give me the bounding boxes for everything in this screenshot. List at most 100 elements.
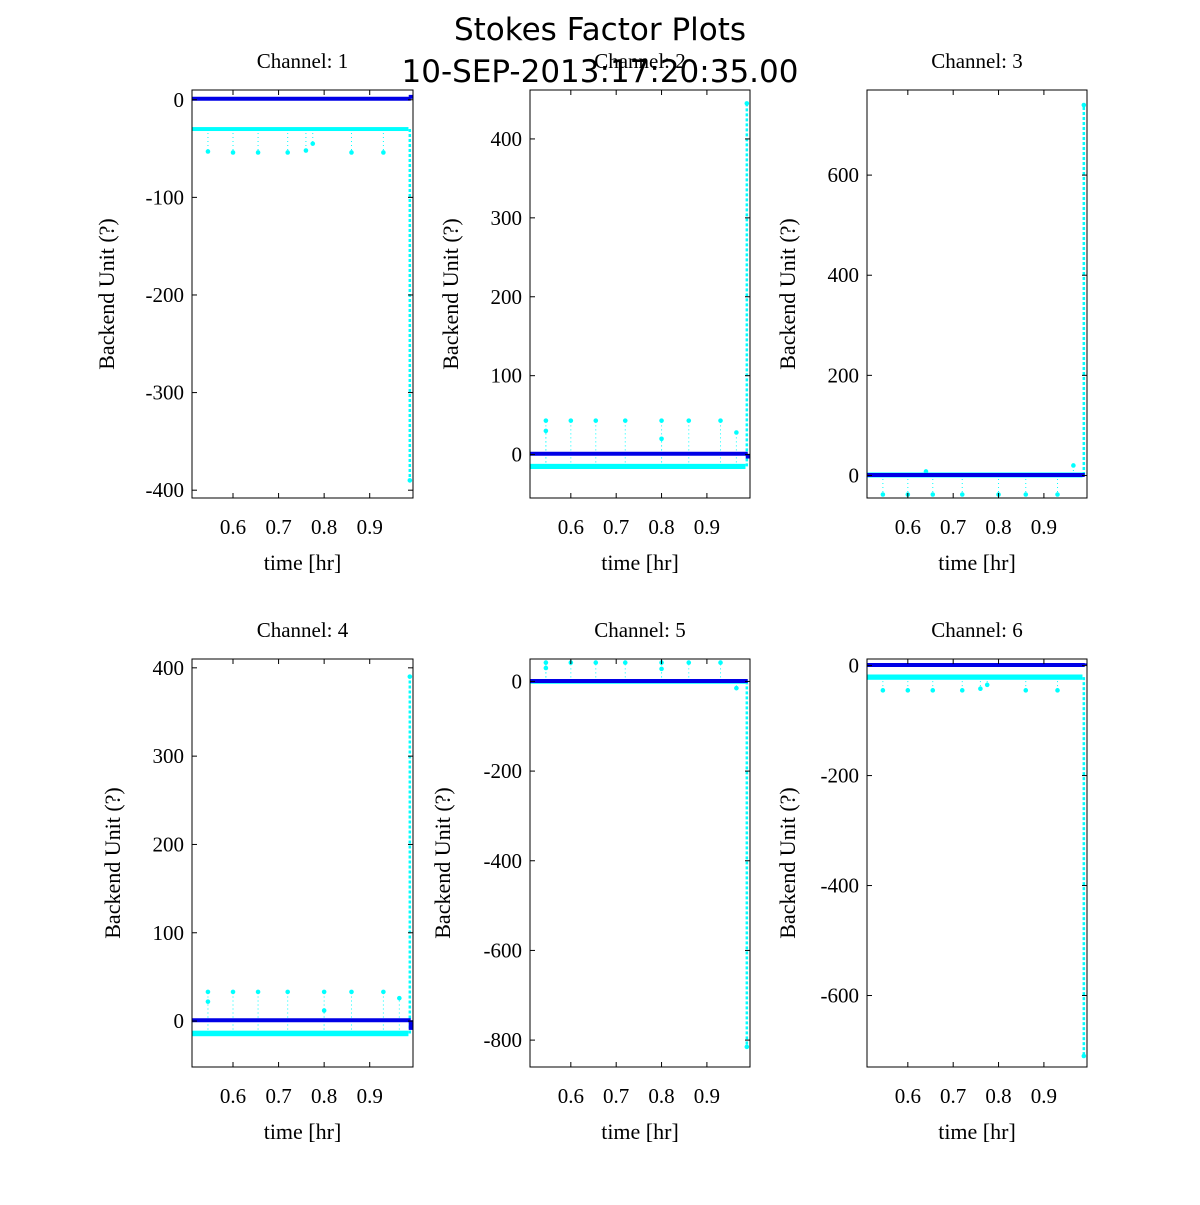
cyan-point <box>718 660 723 665</box>
cyan-point <box>880 688 886 693</box>
cyan-point <box>321 989 327 995</box>
cyan-point <box>744 1044 750 1050</box>
y-tick-label: 100 <box>153 921 185 945</box>
cyan-point <box>303 148 309 153</box>
cyan-point <box>568 418 574 423</box>
cyan-point <box>593 660 599 665</box>
plot-area <box>530 660 750 1050</box>
y-axis-label: Backend Unit (?) <box>775 787 800 939</box>
x-tick-label: 0.7 <box>940 515 966 539</box>
y-tick-label: -200 <box>821 764 860 788</box>
cyan-point <box>349 150 354 155</box>
cyan-point <box>543 665 549 671</box>
plot-area <box>530 101 750 470</box>
plot-area <box>867 663 1087 1059</box>
cyan-point <box>407 478 413 483</box>
x-tick-label: 0.7 <box>940 1084 966 1108</box>
cyan-point <box>285 150 290 155</box>
subplot-channel-2: 0.6 0.7 0.8 0.9 0 100 200 300 400 Channel: 2 time … <box>438 49 751 575</box>
y-tick-label: -200 <box>146 283 185 307</box>
cyan-point <box>230 150 236 155</box>
y-tick-label: 400 <box>491 127 523 151</box>
cyan-point <box>686 660 692 665</box>
x-tick-label: 0.7 <box>265 515 291 539</box>
plot-area <box>192 94 413 483</box>
x-tick-label: 0.7 <box>603 1084 629 1108</box>
plot-area <box>867 102 1087 497</box>
cyan-point <box>959 688 965 693</box>
y-tick-label: 100 <box>491 364 523 388</box>
cyan-point <box>321 1008 327 1013</box>
x-tick-label: 0.8 <box>648 515 674 539</box>
cyan-point <box>1055 688 1060 693</box>
x-tick-label: 0.9 <box>357 1084 383 1108</box>
x-axis-label: time [hr] <box>601 550 679 575</box>
cyan-point <box>381 150 386 155</box>
subplot-channel-1: 0.6 0.7 0.8 0.9 -400 -300 -200 -100 0 Channel: 1 t… <box>94 49 414 575</box>
x-tick-label: 0.9 <box>694 1084 720 1108</box>
cyan-point <box>905 688 911 693</box>
cyan-band <box>192 1030 409 1037</box>
y-tick-label: 0 <box>512 669 523 693</box>
cyan-point <box>718 418 723 423</box>
cyan-point <box>543 428 549 434</box>
cyan-point <box>230 989 236 995</box>
y-tick-label: 200 <box>153 832 185 856</box>
figure-title: Stokes Factor Plots <box>453 12 747 48</box>
x-tick-label: 0.6 <box>558 1084 584 1108</box>
cyan-point <box>1023 492 1029 497</box>
x-tick-label: 0.6 <box>895 515 921 539</box>
y-tick-label: 600 <box>828 163 860 187</box>
cyan-band <box>192 127 409 132</box>
y-tick-label: -100 <box>146 185 185 209</box>
x-tick-label: 0.6 <box>558 515 584 539</box>
y-tick-label: 300 <box>153 744 185 768</box>
y-axis-label: Backend Unit (?) <box>438 218 463 370</box>
cyan-point <box>622 660 628 665</box>
cyan-point <box>923 469 929 474</box>
cyan-point <box>959 492 965 497</box>
cyan-point <box>349 989 354 995</box>
plot-area <box>192 674 413 1037</box>
x-tick-label: 0.6 <box>220 515 246 539</box>
cyan-point <box>734 430 739 435</box>
cyan-point <box>1081 102 1087 108</box>
cyan-point <box>930 492 936 497</box>
y-tick-label: -300 <box>146 381 185 405</box>
x-tick-label: 0.8 <box>985 515 1011 539</box>
y-tick-label: 200 <box>491 285 523 309</box>
y-tick-label: 300 <box>491 206 523 230</box>
y-axis-label: Backend Unit (?) <box>430 787 455 939</box>
y-axis-label: Backend Unit (?) <box>100 787 125 939</box>
x-tick-label: 0.6 <box>895 1084 921 1108</box>
cyan-point <box>381 989 386 995</box>
x-tick-label: 0.8 <box>648 1084 674 1108</box>
x-tick-label: 0.7 <box>265 1084 291 1108</box>
cyan-point <box>255 150 261 155</box>
x-tick-label: 0.7 <box>603 515 629 539</box>
subplot-channel-4: 0.6 0.7 0.8 0.9 0 100 200 300 400 Channel: 4 time … <box>100 618 414 1144</box>
axes-frame <box>191 658 414 1068</box>
cyan-point <box>255 989 261 995</box>
y-tick-label: -200 <box>484 759 523 783</box>
cyan-point <box>205 149 211 154</box>
x-axis-label: time [hr] <box>601 1119 679 1144</box>
x-axis-label: time [hr] <box>938 550 1016 575</box>
axes-frame <box>529 89 751 499</box>
x-tick-label: 0.9 <box>1031 1084 1057 1108</box>
cyan-point <box>1023 688 1029 693</box>
y-tick-label: -600 <box>821 984 860 1008</box>
y-tick-label: -400 <box>821 874 860 898</box>
cyan-point <box>744 101 750 106</box>
cyan-point <box>543 660 549 665</box>
y-axis-label: Backend Unit (?) <box>94 218 119 370</box>
cyan-point <box>593 418 599 423</box>
x-tick-label: 0.9 <box>357 515 383 539</box>
subplot-channel-6: 0.6 0.7 0.8 0.9 -600 -400 -200 0 Channel: 6 time … <box>775 618 1088 1144</box>
x-tick-label: 0.9 <box>694 515 720 539</box>
cyan-point <box>984 682 990 688</box>
y-tick-label: 0 <box>849 463 860 487</box>
x-tick-label: 0.8 <box>311 1084 337 1108</box>
x-axis-label: time [hr] <box>264 1119 342 1144</box>
